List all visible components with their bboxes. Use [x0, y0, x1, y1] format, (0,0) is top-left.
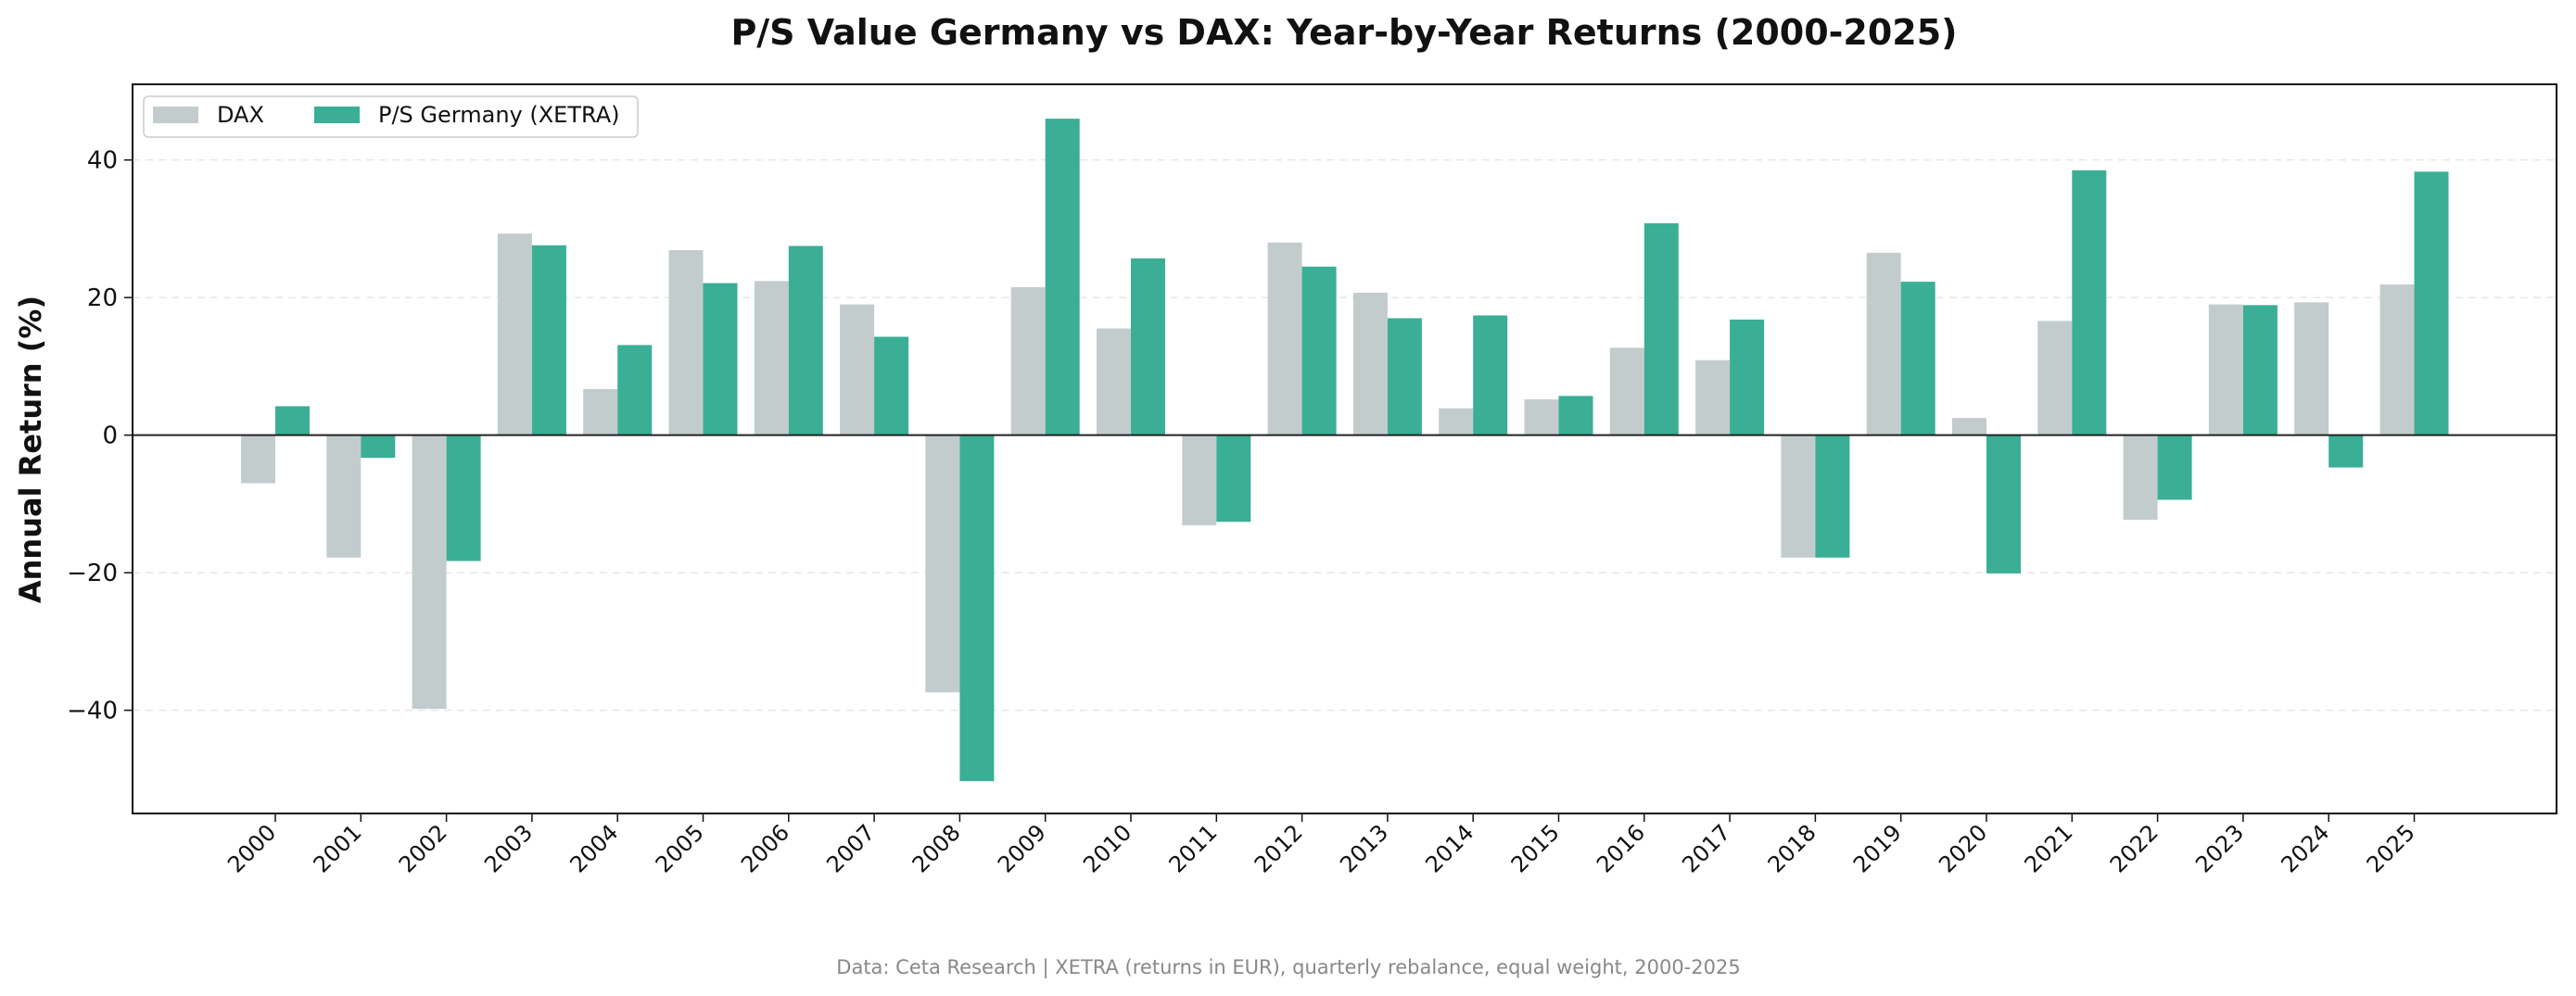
bar-ps-germany-2001	[361, 435, 396, 459]
bar-dax-2022	[2123, 435, 2158, 520]
bar-ps-germany-2023	[2242, 305, 2278, 435]
bar-ps-germany-2004	[617, 345, 653, 435]
bars	[241, 119, 2449, 782]
bar-ps-germany-2002	[446, 435, 481, 561]
x-tick-label: 2013	[1335, 819, 1393, 877]
x-tick-label: 2002	[394, 819, 452, 877]
bar-ps-germany-2017	[1730, 319, 1765, 435]
x-tick-label: 2007	[821, 819, 880, 877]
bar-ps-germany-2013	[1387, 318, 1422, 435]
bar-ps-germany-2012	[1301, 266, 1337, 435]
x-tick-label: 2024	[2276, 819, 2334, 877]
bar-ps-germany-2016	[1643, 222, 1679, 435]
y-axis-ticks: −40 −20 0 20 40	[67, 147, 133, 725]
y-tick-label: 40	[87, 147, 118, 175]
x-tick-label: 2023	[2190, 819, 2249, 877]
x-tick-label: 2010	[1078, 819, 1136, 877]
x-tick-label: 2021	[2020, 819, 2078, 877]
bar-dax-2025	[2379, 284, 2415, 435]
bar-ps-germany-2008	[959, 435, 995, 782]
x-tick-label: 2000	[222, 819, 281, 877]
x-tick-label: 2016	[1592, 819, 1650, 877]
bar-dax-2015	[1524, 399, 1559, 435]
bar-dax-2009	[1010, 287, 1046, 435]
bar-ps-germany-2020	[1986, 435, 2021, 574]
chart-title: P/S Value Germany vs DAX: Year-by-Year R…	[730, 12, 1957, 53]
x-axis-ticks: 2000 2001 2002 2003 2004 2005 2006 2007 2008 2009…	[222, 813, 2420, 877]
bar-dax-2020	[1952, 418, 1986, 435]
bar-ps-germany-2005	[703, 283, 738, 435]
bar-dax-2006	[754, 281, 789, 435]
x-tick-label: 2012	[1250, 819, 1308, 877]
bar-ps-germany-2024	[2329, 435, 2364, 468]
legend-box	[143, 95, 639, 138]
bar-dax-2007	[840, 304, 875, 435]
bar-dax-2004	[583, 388, 618, 435]
bar-dax-2010	[1097, 328, 1131, 435]
y-tick-label: −20	[67, 560, 118, 587]
bar-dax-2018	[1781, 435, 1816, 558]
x-tick-label: 2019	[1848, 819, 1907, 877]
plot-frame	[132, 83, 2557, 814]
x-tick-label: 2017	[1677, 819, 1735, 877]
y-tick-label: −40	[67, 698, 118, 725]
bar-ps-germany-2025	[2414, 171, 2449, 435]
x-tick-label: 2005	[651, 819, 709, 877]
source-note: Data: Ceta Research | XETRA (returns in …	[836, 956, 1740, 979]
bar-dax-2024	[2294, 302, 2329, 435]
bar-ps-germany-2022	[2157, 435, 2192, 500]
bar-dax-2017	[1695, 359, 1731, 435]
bar-dax-2011	[1182, 435, 1217, 525]
x-tick-label: 2022	[2105, 819, 2164, 877]
legend-swatch-ps-germany	[314, 107, 360, 123]
x-tick-label: 2003	[479, 819, 538, 877]
bar-ps-germany-2000	[275, 406, 310, 435]
legend-label-ps-germany: P/S Germany (XETRA)	[378, 102, 619, 128]
bar-dax-2002	[412, 435, 447, 710]
bar-ps-germany-2003	[531, 245, 566, 435]
x-tick-label: 2025	[2362, 819, 2420, 877]
x-tick-label: 2009	[993, 819, 1051, 877]
x-tick-label: 2004	[565, 819, 623, 877]
bar-dax-2013	[1352, 292, 1388, 435]
bar-ps-germany-2006	[788, 246, 823, 435]
bar-dax-2014	[1439, 408, 1474, 435]
legend-swatch-dax	[153, 107, 198, 123]
legend: DAX P/S Germany (XETRA)	[143, 95, 639, 138]
bar-dax-2005	[668, 249, 704, 435]
bar-ps-germany-2019	[1900, 282, 1935, 435]
y-tick-label: 0	[102, 422, 118, 450]
bar-dax-2001	[326, 435, 362, 558]
bar-ps-germany-2021	[2072, 170, 2107, 435]
bar-ps-germany-2015	[1558, 396, 1593, 435]
bar-ps-germany-2010	[1131, 258, 1165, 435]
bar-ps-germany-2007	[874, 336, 909, 435]
bar-ps-germany-2018	[1815, 435, 1850, 558]
y-axis-label: Annual Return (%)	[13, 296, 48, 603]
x-tick-label: 2011	[1164, 819, 1223, 877]
legend-label-dax: DAX	[217, 102, 264, 128]
bar-dax-2019	[1866, 252, 1901, 435]
x-tick-label: 2014	[1420, 819, 1478, 877]
bar-dax-2021	[2037, 321, 2073, 435]
bar-dax-2023	[2208, 304, 2243, 435]
bar-dax-2008	[925, 435, 960, 693]
x-tick-label: 2018	[1763, 819, 1821, 877]
x-tick-label: 2001	[309, 819, 367, 877]
x-tick-label: 2006	[736, 819, 794, 877]
x-tick-label: 2015	[1506, 819, 1565, 877]
x-tick-label: 2008	[907, 819, 966, 877]
bar-ps-germany-2014	[1473, 315, 1508, 435]
bar-dax-2012	[1267, 242, 1302, 435]
x-tick-label: 2020	[1934, 819, 1992, 877]
bar-ps-germany-2011	[1216, 435, 1251, 523]
bar-dax-2000	[241, 435, 275, 484]
bar-dax-2003	[497, 233, 532, 435]
bar-dax-2016	[1609, 347, 1644, 435]
y-tick-label: 20	[87, 284, 118, 312]
bar-ps-germany-2009	[1045, 119, 1080, 435]
